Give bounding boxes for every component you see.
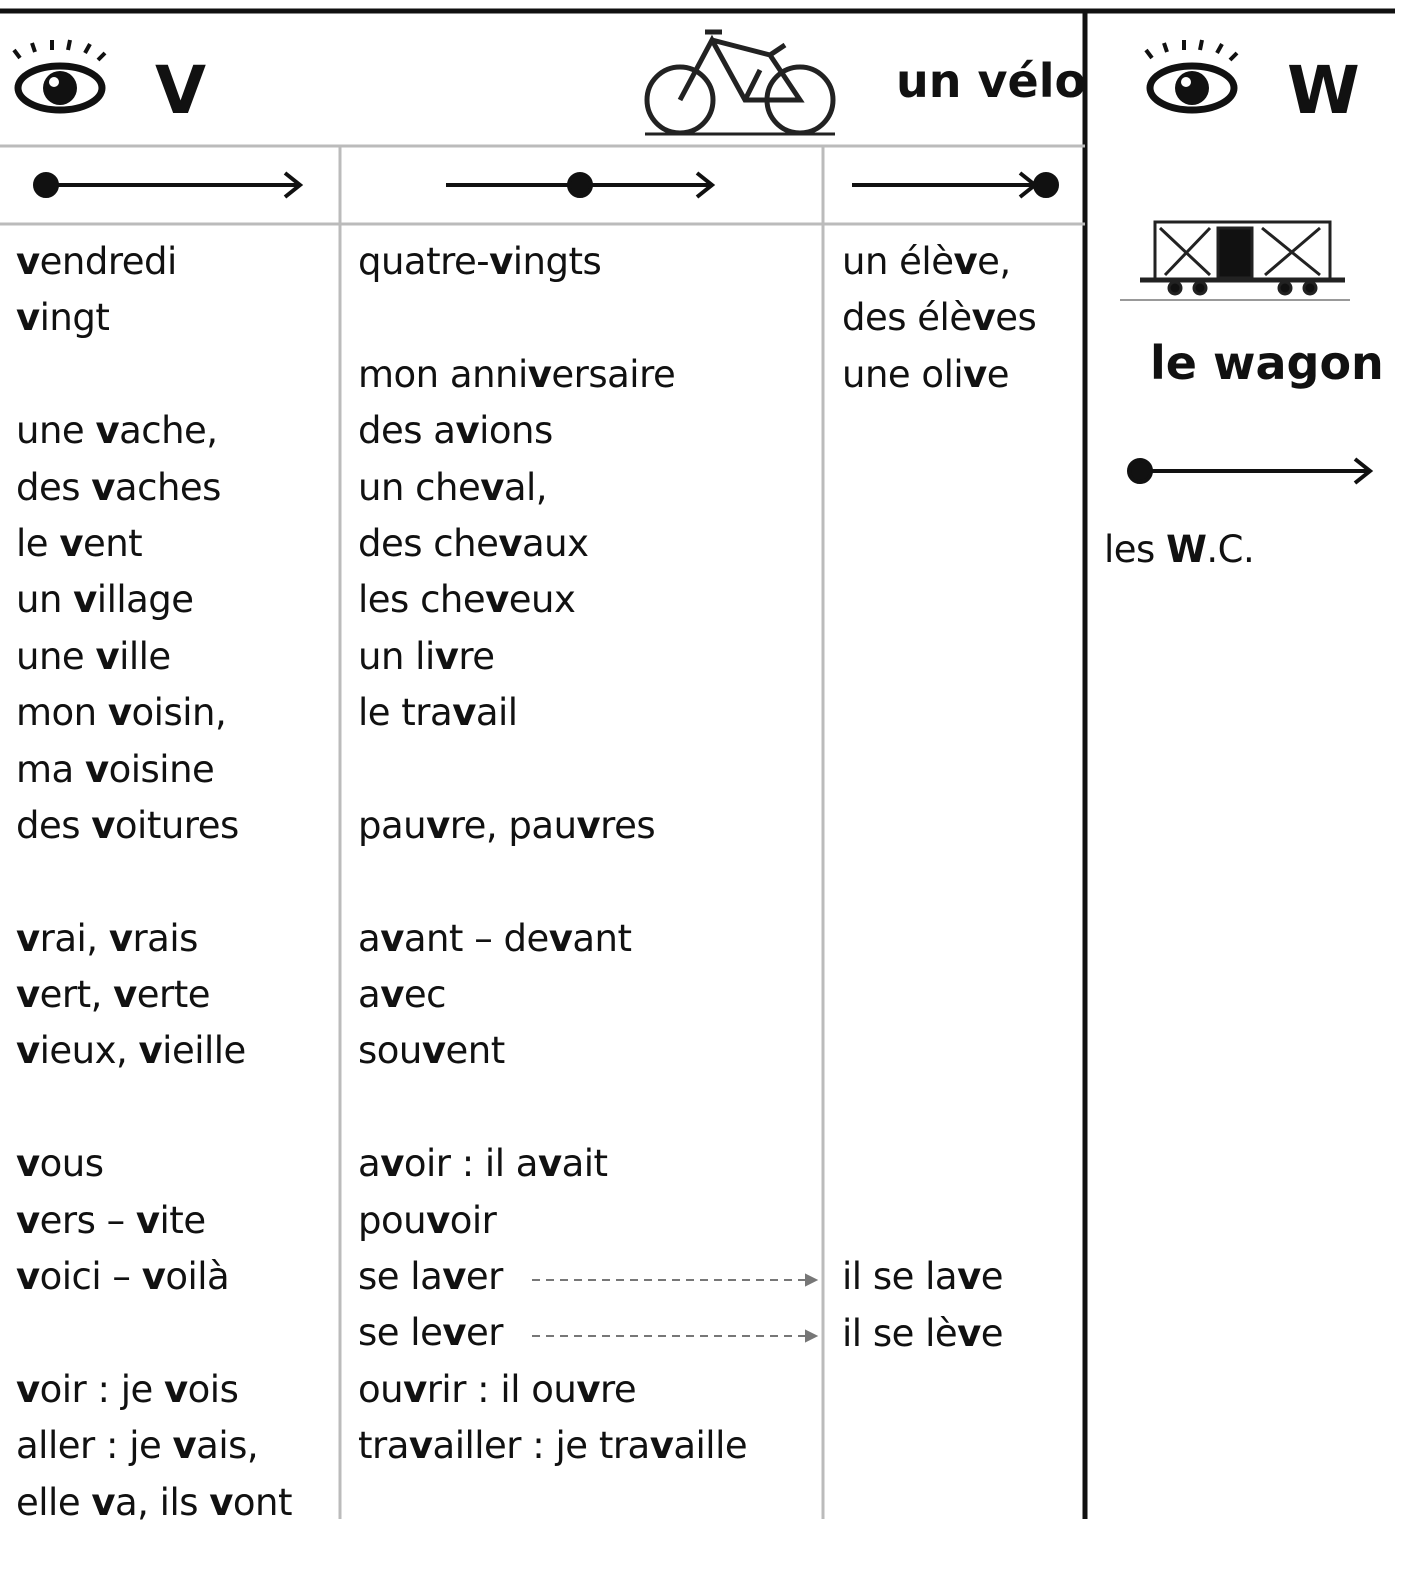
- word: des élèves: [842, 296, 1037, 340]
- word: une olive: [842, 352, 1010, 396]
- layout: [0, 8, 1395, 1519]
- dashed-arrow: [532, 1273, 819, 1343]
- word: avant – devant: [358, 916, 632, 960]
- word: ouvrir : il ouvre: [358, 1367, 637, 1411]
- word-group: avoir : il avait pouvoir se laver se lever o…: [358, 1136, 748, 1474]
- eye-icon: [12, 39, 107, 114]
- word: les W.C.: [1104, 528, 1255, 571]
- word-group: pauvre, pauvres: [358, 798, 747, 854]
- arrow: [33, 171, 1374, 485]
- word-column: les W.C.: [1104, 522, 1255, 578]
- word: mon anniversaire: [358, 352, 676, 396]
- bike-icon: [644, 29, 836, 136]
- word: avec: [358, 973, 446, 1017]
- word-group: vrai, vrais vert, verte vieux, vieille: [16, 911, 292, 1080]
- word: vert, verte: [16, 973, 211, 1017]
- word: le vent: [16, 521, 143, 565]
- word-group: voir : je vois aller : je vais, elle va, i…: [16, 1362, 293, 1531]
- word: vrai, vrais: [16, 916, 198, 960]
- word: vers – vite: [16, 1198, 206, 1242]
- word: un village: [16, 578, 194, 622]
- word-group: une vache, des vaches le vent un village une…: [16, 403, 292, 854]
- word: un livre: [358, 634, 495, 678]
- word: vingt: [16, 296, 110, 340]
- example-word: un vélo: [896, 54, 1087, 108]
- word-column: vendredi vingt une vache, des vaches le vent…: [16, 234, 293, 1587]
- word-group: vendredi vingt: [16, 234, 292, 347]
- word: quatre-vingts: [358, 240, 602, 283]
- word: se laver: [358, 1255, 503, 1299]
- word: des vaches: [16, 465, 221, 509]
- word: vous: [16, 1142, 104, 1186]
- page: V un vélo W le wagon vendredi vingt une va…: [0, 8, 1395, 1524]
- word: souvent: [358, 1029, 505, 1073]
- word-group: un élève, des élèves une olive: [842, 234, 1037, 403]
- wagon-icon: [1120, 220, 1350, 301]
- word: voici – voilà: [16, 1255, 230, 1299]
- word: vendredi: [16, 240, 177, 283]
- letter: W: [1287, 52, 1360, 129]
- word: un élève,: [842, 240, 1011, 283]
- word-group: vous vers – vite voici – voilà: [16, 1136, 292, 1305]
- word: le travail: [358, 691, 518, 735]
- word: mon voisin,: [16, 691, 227, 735]
- word: travailler : je travaille: [358, 1424, 748, 1468]
- example-word: le wagon: [1150, 336, 1384, 390]
- eye-icon: [1144, 39, 1239, 114]
- word-group: avant – devant avec souvent: [358, 911, 747, 1080]
- word: une ville: [16, 634, 171, 678]
- word: avoir : il avait: [358, 1142, 608, 1186]
- word: il se lève: [842, 1311, 1004, 1355]
- word: des chevaux: [358, 521, 589, 565]
- word-column: un élève, des élèves une olive il se lave il…: [842, 234, 1037, 1355]
- word: des voitures: [16, 803, 239, 847]
- word: pauvre, pauvres: [358, 803, 656, 847]
- word-group: quatre-vingts: [358, 234, 747, 290]
- letter: V: [155, 52, 207, 129]
- word: vieux, vieille: [16, 1029, 246, 1073]
- word: un cheval,: [358, 465, 548, 509]
- word-group: mon anniversaire des avions un cheval, des …: [358, 347, 747, 742]
- word: voir : je vois: [16, 1367, 239, 1411]
- word: aller : je vais,: [16, 1424, 259, 1468]
- word: les cheveux: [358, 578, 576, 622]
- word: ma voisine: [16, 747, 215, 791]
- word: pouvoir: [358, 1198, 497, 1242]
- word: elle va, ils vont: [16, 1480, 293, 1524]
- word-column: quatre-vingts mon anniversaire des avions u…: [358, 234, 748, 1531]
- word: se lever: [358, 1311, 503, 1355]
- word: une vache,: [16, 409, 218, 453]
- word: des avions: [358, 409, 553, 453]
- word-group: il se lave il se lève: [842, 1249, 1004, 1362]
- word: il se lave: [842, 1255, 1003, 1299]
